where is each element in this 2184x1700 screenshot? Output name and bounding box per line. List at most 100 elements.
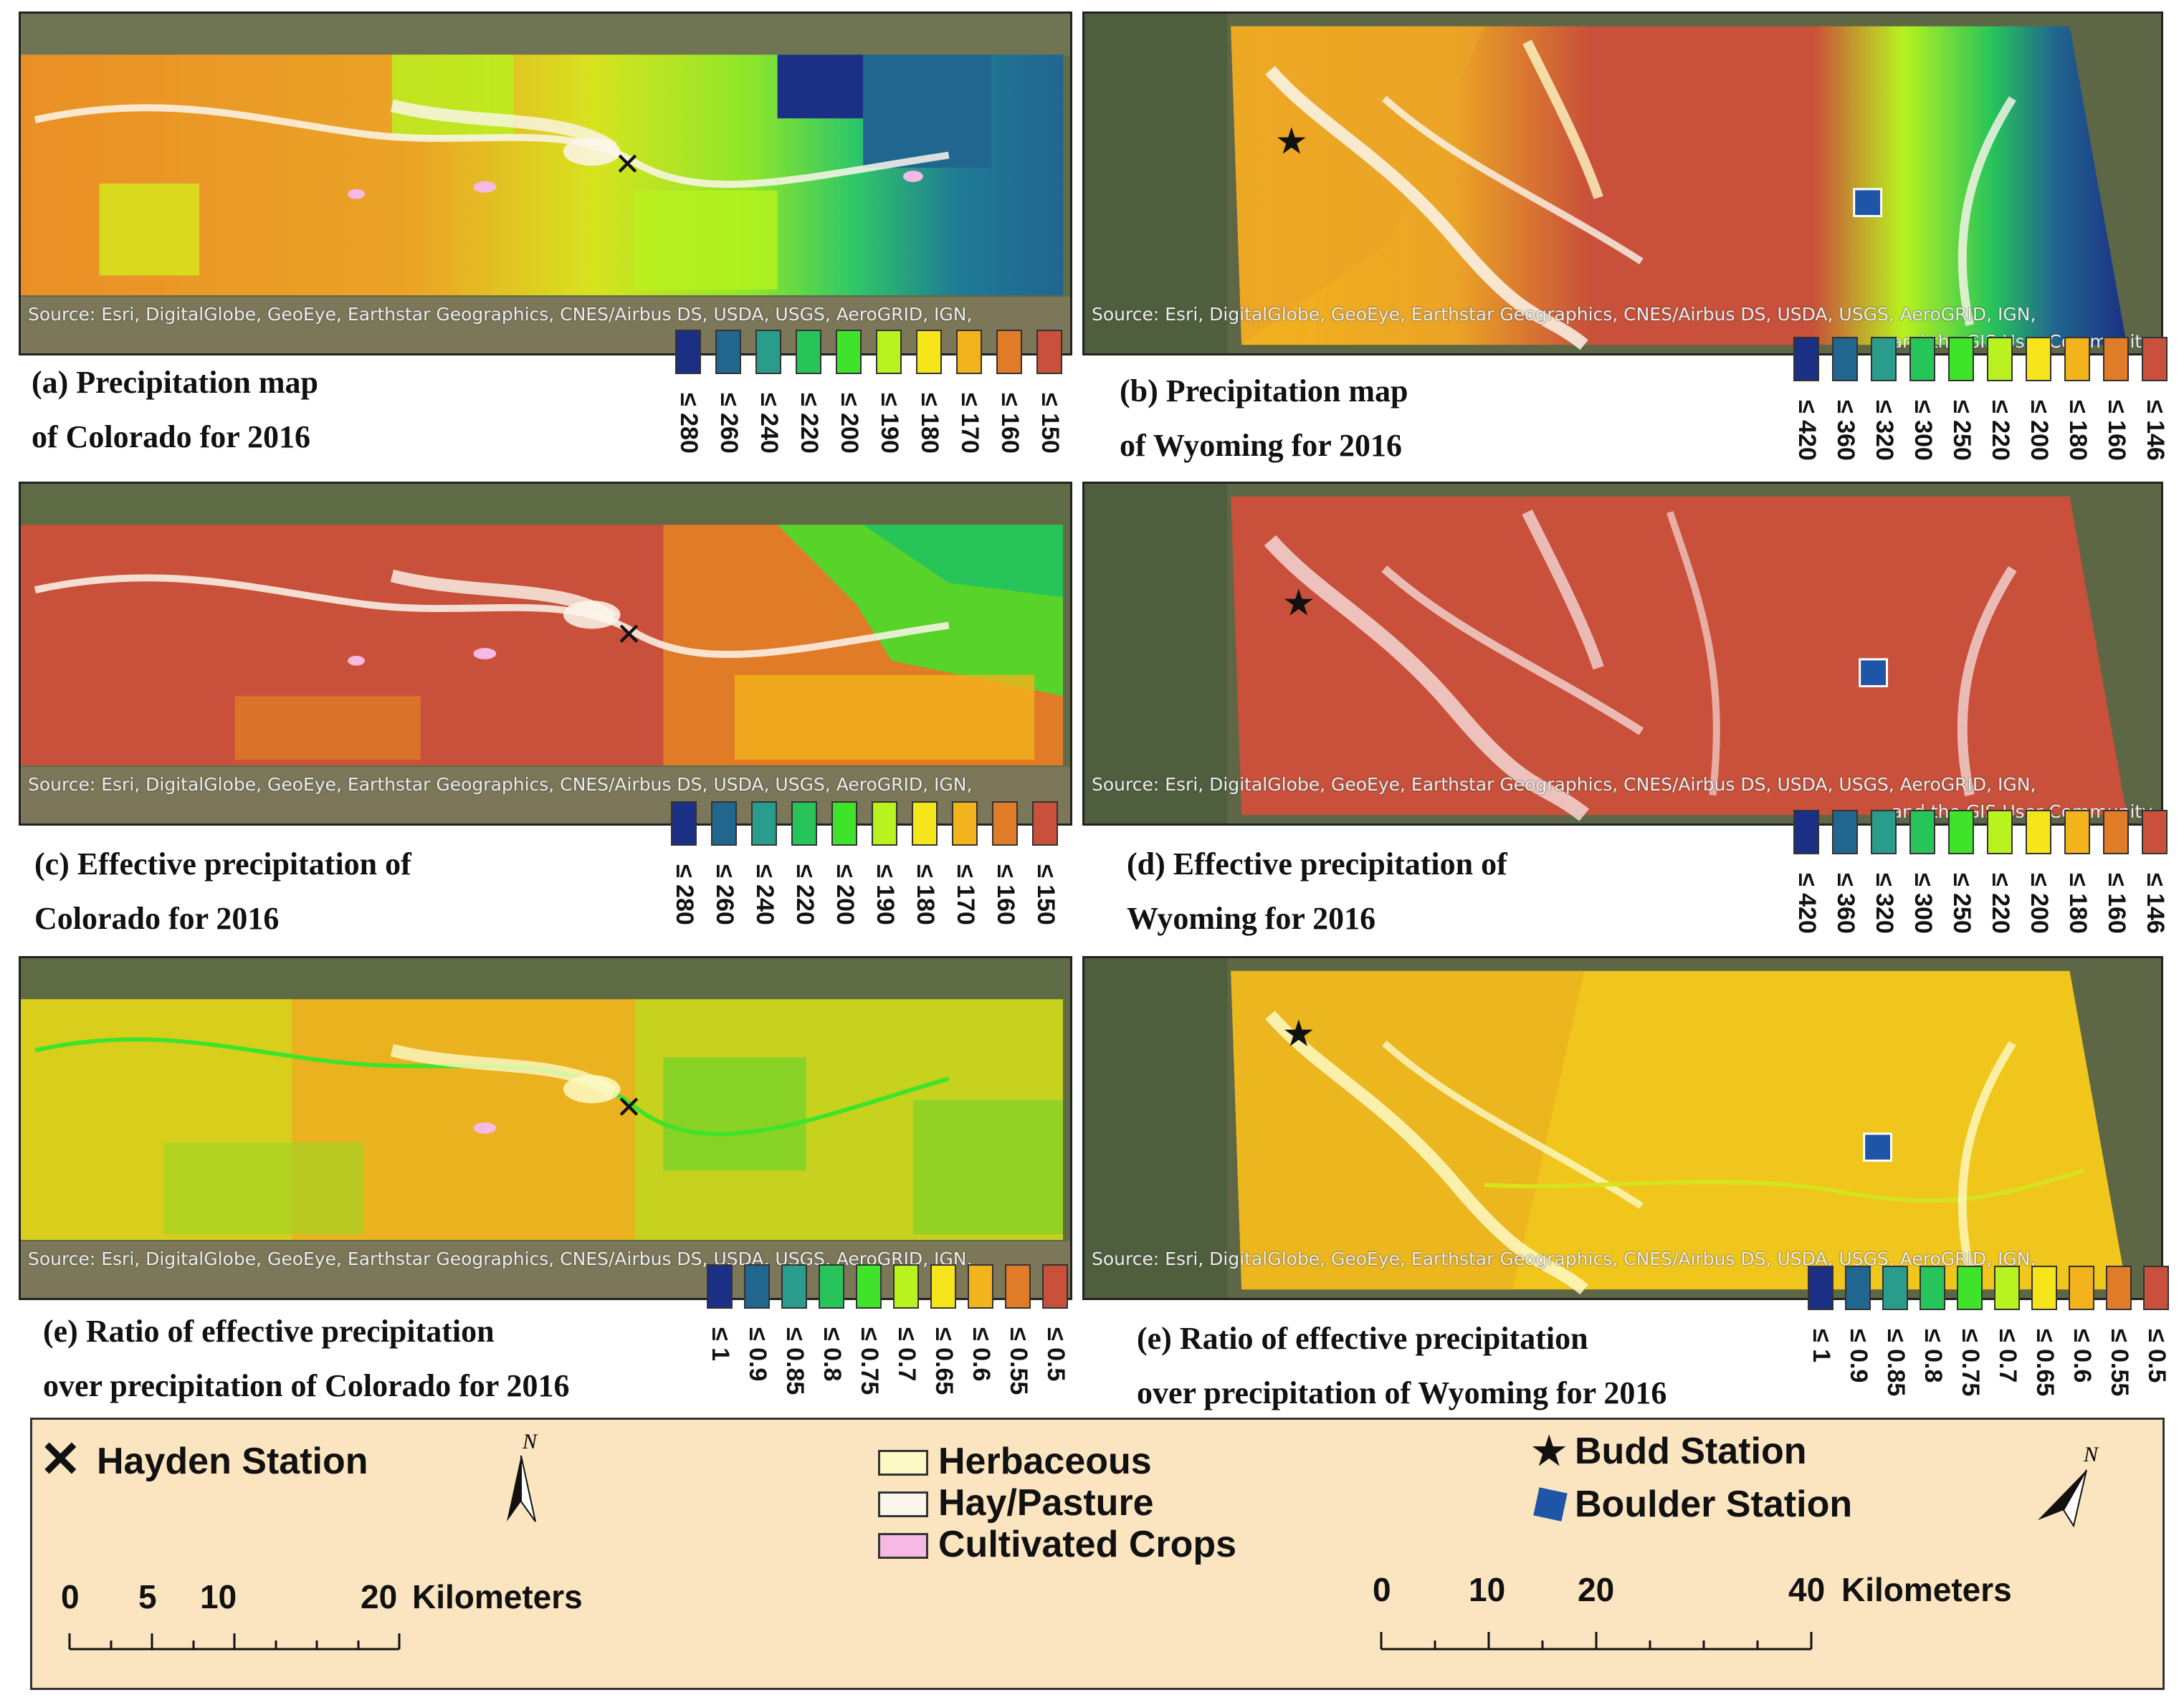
legend-class: ≤ 220 bbox=[788, 801, 821, 948]
cultivated-crops-label: Cultivated Crops bbox=[938, 1524, 1237, 1565]
legend-class: ≤ 200 bbox=[833, 330, 866, 477]
legend-label: ≤ 160 bbox=[992, 864, 1019, 925]
legend-class: ≤ 280 bbox=[668, 801, 701, 948]
legend-swatch bbox=[671, 801, 697, 846]
legend-class: ≤ 0.55 bbox=[1002, 1264, 1035, 1411]
legend-swatch bbox=[916, 330, 942, 374]
legend-class: ≤ 0.9 bbox=[741, 1264, 774, 1411]
legend-class: ≤ 200 bbox=[829, 801, 862, 948]
legend-swatch bbox=[2064, 810, 2090, 854]
legend-label: ≤ 160 bbox=[2103, 873, 2130, 934]
map-image: ✕ bbox=[21, 14, 1070, 353]
legend-class: ≤ 420 bbox=[1790, 810, 1823, 957]
legend-class: ≤ 150 bbox=[1034, 330, 1067, 477]
source-attribution: Source: Esri, DigitalGlobe, GeoEye, Eart… bbox=[28, 304, 973, 325]
map-wyoming-ratio: ★ Source: Esri, DigitalGlobe, GeoEye, Ea… bbox=[1082, 956, 2163, 1300]
legend-swatch bbox=[1036, 330, 1062, 374]
legend-label: ≤ 200 bbox=[2026, 873, 2053, 934]
hayden-marker-icon: ✕ bbox=[614, 147, 641, 183]
legend-swatch bbox=[1832, 810, 1858, 854]
legend-class: ≤ 0.75 bbox=[1954, 1266, 1987, 1413]
legend-label: ≤ 220 bbox=[796, 393, 823, 454]
legend-swatch bbox=[2103, 337, 2129, 381]
herbaceous-swatch bbox=[878, 1450, 928, 1476]
legend-label: ≤ 0.55 bbox=[2106, 1329, 2133, 1397]
legend-swatch bbox=[856, 1264, 882, 1309]
legend-label: ≤ 260 bbox=[715, 393, 743, 454]
boulder-marker-icon bbox=[1853, 188, 1883, 217]
boulder-station-label: Boulder Station bbox=[1575, 1484, 1853, 1525]
legend-class: ≤ 0.8 bbox=[816, 1264, 849, 1411]
legend-swatch bbox=[1032, 801, 1058, 846]
budd-marker-icon: ★ bbox=[1282, 1013, 1315, 1056]
legend-swatch bbox=[755, 330, 781, 374]
legend-swatch bbox=[744, 1264, 770, 1309]
legend-label: ≤ 0.85 bbox=[781, 1327, 809, 1395]
legend-swatch bbox=[1909, 337, 1935, 381]
map-wyoming-effective-precip: ★ Source: Esri, DigitalGlobe, GeoEye, Ea… bbox=[1082, 482, 2163, 826]
legend-swatch bbox=[996, 330, 1022, 374]
map-image: ✕ bbox=[21, 958, 1070, 1298]
map-colorado-ratio: ✕ Source: Esri, DigitalGlobe, GeoEye, Ea… bbox=[19, 956, 1072, 1300]
legend-label: ≤ 146 bbox=[2142, 873, 2169, 934]
caption-a: (a) Precipitation map of Colorado for 20… bbox=[32, 365, 319, 454]
legend-swatch bbox=[1920, 1266, 1945, 1310]
map-colorado-precipitation: ✕ Source: Esri, DigitalGlobe, GeoEye, Ea… bbox=[19, 11, 1072, 355]
legend-label: ≤ 200 bbox=[2026, 400, 2053, 461]
caption-f: (e) Ratio of effective precipitation ove… bbox=[1137, 1321, 1667, 1410]
legend-colorado-precip: ≤ 280 ≤ 260 ≤ 240 ≤ 220 ≤ 200 ≤ 190 ≤ 180 ≤ 170… bbox=[672, 330, 1074, 480]
legend-swatch bbox=[675, 330, 701, 374]
legend-label: ≤ 180 bbox=[916, 393, 943, 454]
legend-swatch bbox=[2106, 1266, 2132, 1310]
legend-label: ≤ 146 bbox=[2142, 400, 2169, 461]
map-image: ★ bbox=[1084, 958, 2161, 1298]
legend-class: ≤ 0.5 bbox=[2140, 1266, 2173, 1413]
budd-marker-icon: ★ bbox=[1275, 120, 1308, 163]
legend-label: ≤ 170 bbox=[952, 864, 979, 925]
legend-swatch bbox=[1948, 810, 1974, 854]
legend-swatch bbox=[1994, 1266, 2020, 1310]
legend-swatch bbox=[992, 801, 1018, 846]
legend-class: ≤ 190 bbox=[873, 330, 906, 477]
legend-label: ≤ 260 bbox=[711, 864, 738, 925]
legend-label: ≤ 0.75 bbox=[1957, 1329, 1984, 1397]
legend-label: ≤ 0.7 bbox=[1994, 1329, 2021, 1383]
legend-swatch bbox=[952, 801, 978, 846]
legend-swatch bbox=[1987, 337, 2013, 381]
legend-class: ≤ 180 bbox=[2061, 810, 2094, 957]
legend-class: ≤ 200 bbox=[2023, 337, 2056, 484]
legend-label: ≤ 0.9 bbox=[1845, 1329, 1872, 1383]
legend-class: ≤ 280 bbox=[672, 330, 705, 477]
legend-label: ≤ 0.6 bbox=[968, 1327, 995, 1382]
legend-wyoming-precip: ≤ 420 ≤ 360 ≤ 320 ≤ 300 ≤ 250 ≤ 220 ≤ 200 ≤ 180… bbox=[1790, 337, 2178, 487]
legend-label: ≤ 360 bbox=[1832, 873, 1859, 934]
boulder-legend-icon bbox=[1533, 1487, 1568, 1522]
legend-swatch bbox=[2143, 1266, 2169, 1310]
caption-b: (b) Precipitation map of Wyoming for 201… bbox=[1120, 373, 1408, 463]
legend-label: ≤ 220 bbox=[791, 864, 819, 925]
legend-swatch bbox=[1832, 337, 1858, 381]
legend-label: ≤ 160 bbox=[2103, 400, 2130, 461]
legend-swatch bbox=[1793, 337, 1819, 381]
legend-class: ≤ 0.7 bbox=[1991, 1266, 2024, 1413]
legend-label: ≤ 220 bbox=[1987, 400, 2014, 461]
legend-label: ≤ 200 bbox=[831, 864, 859, 925]
legend-swatch bbox=[1042, 1264, 1068, 1309]
legend-label: ≤ 0.8 bbox=[1920, 1329, 1947, 1383]
budd-station-label: Budd Station bbox=[1575, 1431, 1807, 1472]
legend-swatch bbox=[796, 330, 821, 374]
legend-label: ≤ 180 bbox=[2064, 873, 2092, 934]
legend-class: ≤ 1 bbox=[1805, 1266, 1838, 1413]
legend-swatch bbox=[711, 801, 737, 846]
legend-label: ≤ 0.6 bbox=[2069, 1329, 2096, 1383]
legend-swatch bbox=[751, 801, 777, 846]
boulder-marker-icon bbox=[1863, 1132, 1892, 1162]
legend-class: ≤ 0.6 bbox=[2066, 1266, 2099, 1413]
legend-class: ≤ 360 bbox=[1829, 337, 1862, 484]
legend-label: ≤ 0.75 bbox=[856, 1327, 883, 1395]
legend-label: ≤ 0.5 bbox=[1042, 1327, 1069, 1382]
legend-label: ≤ 160 bbox=[996, 393, 1024, 454]
legend-class: ≤ 240 bbox=[748, 801, 781, 948]
legend-class: ≤ 0.8 bbox=[1917, 1266, 1950, 1413]
legend-class: ≤ 360 bbox=[1829, 810, 1862, 957]
